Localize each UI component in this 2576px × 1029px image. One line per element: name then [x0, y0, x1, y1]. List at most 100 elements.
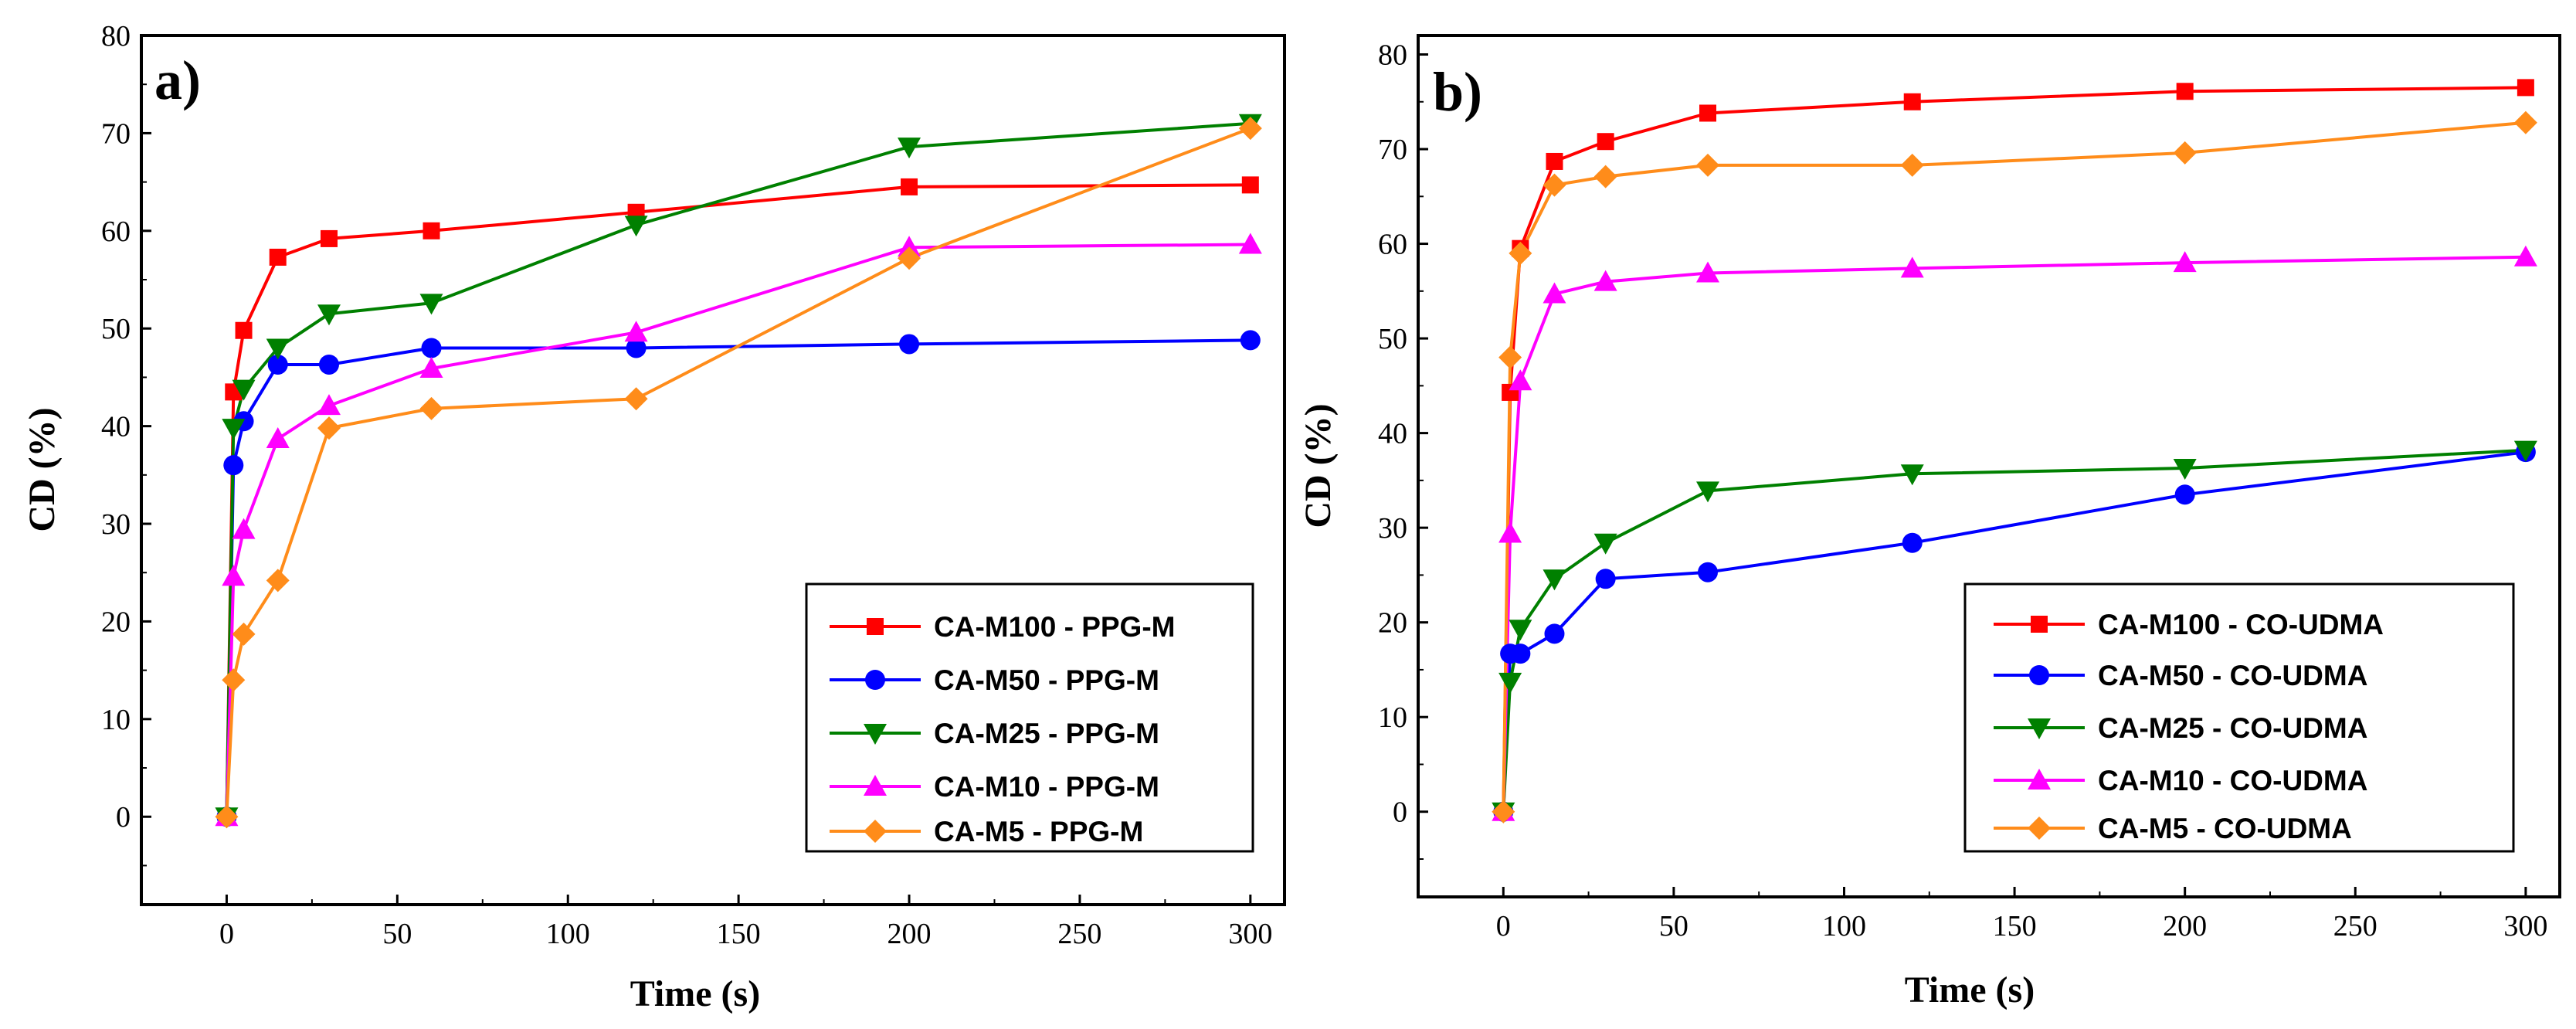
data-point	[320, 229, 338, 247]
x-tick-label: 300	[2503, 910, 2547, 942]
panel-label: a)	[154, 49, 201, 111]
data-point	[1544, 623, 1565, 644]
data-point	[1492, 800, 1515, 824]
y-tick-label: 50	[101, 313, 131, 345]
data-point	[222, 565, 246, 586]
legend-label: CA-M25 - CO-UDMA	[2098, 712, 2367, 744]
data-point	[1593, 533, 1617, 555]
x-tick-label: 100	[1822, 910, 1866, 942]
axis-ticks: 0 50 100 150 200 250 300 0 10 20 30 40 50 60 70 80	[101, 20, 1272, 950]
data-point	[235, 321, 253, 339]
data-point	[2176, 83, 2194, 100]
data-point	[222, 668, 246, 692]
y-tick-label: 10	[1378, 701, 1407, 734]
x-tick-label: 150	[1993, 910, 2037, 942]
legend-marker-shape	[2028, 769, 2051, 790]
legend-marker	[864, 820, 887, 843]
legend-marker	[2031, 616, 2048, 633]
data-point	[624, 321, 648, 342]
legend-marker-shape	[2028, 817, 2051, 840]
y-tick-label: 60	[1378, 229, 1407, 261]
legend-marker-shape	[2031, 616, 2048, 633]
y-tick-label: 30	[101, 508, 131, 541]
data-point	[1498, 672, 1522, 694]
plot-area	[1492, 79, 2537, 824]
legend-label: CA-M50 - PPG-M	[934, 664, 1159, 696]
x-tick-label: 100	[546, 918, 590, 950]
y-tick-label: 0	[116, 801, 131, 834]
data-point	[1698, 562, 1719, 582]
data-point	[1238, 233, 1262, 254]
legend-item: CA-M10 - CO-UDMA	[1994, 765, 2367, 796]
y-tick-label: 40	[101, 411, 131, 443]
x-tick-label: 50	[1659, 910, 1688, 942]
legend-marker	[864, 724, 887, 745]
data-point	[1900, 256, 1924, 278]
y-tick-label: 10	[101, 704, 131, 736]
x-tick-label: 300	[1228, 918, 1272, 950]
data-point	[2173, 251, 2197, 273]
data-point	[267, 354, 288, 375]
x-tick-label: 150	[717, 918, 761, 950]
legend-label: CA-M5 - PPG-M	[934, 816, 1143, 847]
legend-marker-shape	[2029, 665, 2049, 685]
legend-marker	[865, 670, 885, 690]
legend-marker-shape	[2028, 718, 2051, 739]
legend-label: CA-M10 - CO-UDMA	[2098, 765, 2367, 796]
data-point	[232, 622, 256, 646]
legend-marker	[2028, 769, 2051, 790]
x-tick-label: 250	[2333, 910, 2377, 942]
data-point	[317, 416, 341, 440]
legend-label: CA-M10 - PPG-M	[934, 771, 1159, 803]
legend-marker	[864, 775, 887, 796]
data-point	[1240, 330, 1261, 351]
legend-item: CA-M5 - PPG-M	[830, 816, 1143, 847]
data-point	[1498, 521, 1522, 543]
data-point	[232, 518, 256, 539]
legend-marker-shape	[865, 670, 885, 690]
data-point	[1900, 464, 1924, 486]
legend-item: CA-M100 - CO-UDMA	[1994, 609, 2384, 640]
data-point	[1696, 481, 1720, 503]
plot-frame	[1417, 34, 2561, 898]
data-point	[1238, 117, 1262, 141]
y-axis-title: CD (%)	[22, 407, 63, 531]
legend-marker	[2028, 718, 2051, 739]
data-point	[1595, 569, 1616, 589]
data-point	[1509, 369, 1532, 391]
y-tick-label: 80	[1378, 39, 1407, 72]
data-point	[2513, 245, 2537, 267]
legend-label: CA-M50 - CO-UDMA	[2098, 660, 2367, 691]
chart-panel-b: b) Time (s) CD (%) 0 50 100 150 200 250 300 0 10…	[1298, 34, 2561, 1010]
legend-label: CA-M5 - CO-UDMA	[2098, 813, 2352, 844]
data-point	[232, 379, 256, 401]
data-point	[1593, 165, 1617, 188]
legend-label: CA-M100 - PPG-M	[934, 611, 1175, 643]
legend-label: CA-M100 - CO-UDMA	[2098, 609, 2384, 640]
chart-panel-a: a) Time (s) CD (%) 0 50 100 150 200 250 300 0 10…	[22, 20, 1286, 1014]
data-point	[317, 394, 341, 416]
legend-item: CA-M10 - PPG-M	[830, 771, 1159, 803]
x-tick-label: 200	[2163, 910, 2207, 942]
data-point	[899, 334, 920, 355]
legend-marker-shape	[867, 618, 884, 635]
data-point	[2173, 458, 2197, 480]
y-tick-label: 70	[101, 117, 131, 150]
legend-marker	[2029, 665, 2049, 685]
data-point	[1509, 620, 1532, 641]
legend-item: CA-M25 - CO-UDMA	[1994, 712, 2367, 744]
data-point	[624, 387, 648, 411]
y-tick-label: 20	[101, 606, 131, 638]
data-point	[317, 304, 341, 326]
data-point	[1597, 133, 1614, 151]
data-point	[222, 419, 246, 440]
data-point	[2174, 484, 2195, 505]
data-point	[1696, 261, 1720, 283]
data-point	[223, 455, 244, 476]
axis-ticks: 0 50 100 150 200 250 300 0 10 20 30 40 50 60 70 80	[1378, 39, 2547, 942]
data-point	[1593, 270, 1617, 291]
y-tick-label: 60	[101, 216, 131, 248]
data-point	[419, 357, 443, 379]
data-point	[1543, 173, 1566, 197]
data-point	[269, 248, 287, 266]
